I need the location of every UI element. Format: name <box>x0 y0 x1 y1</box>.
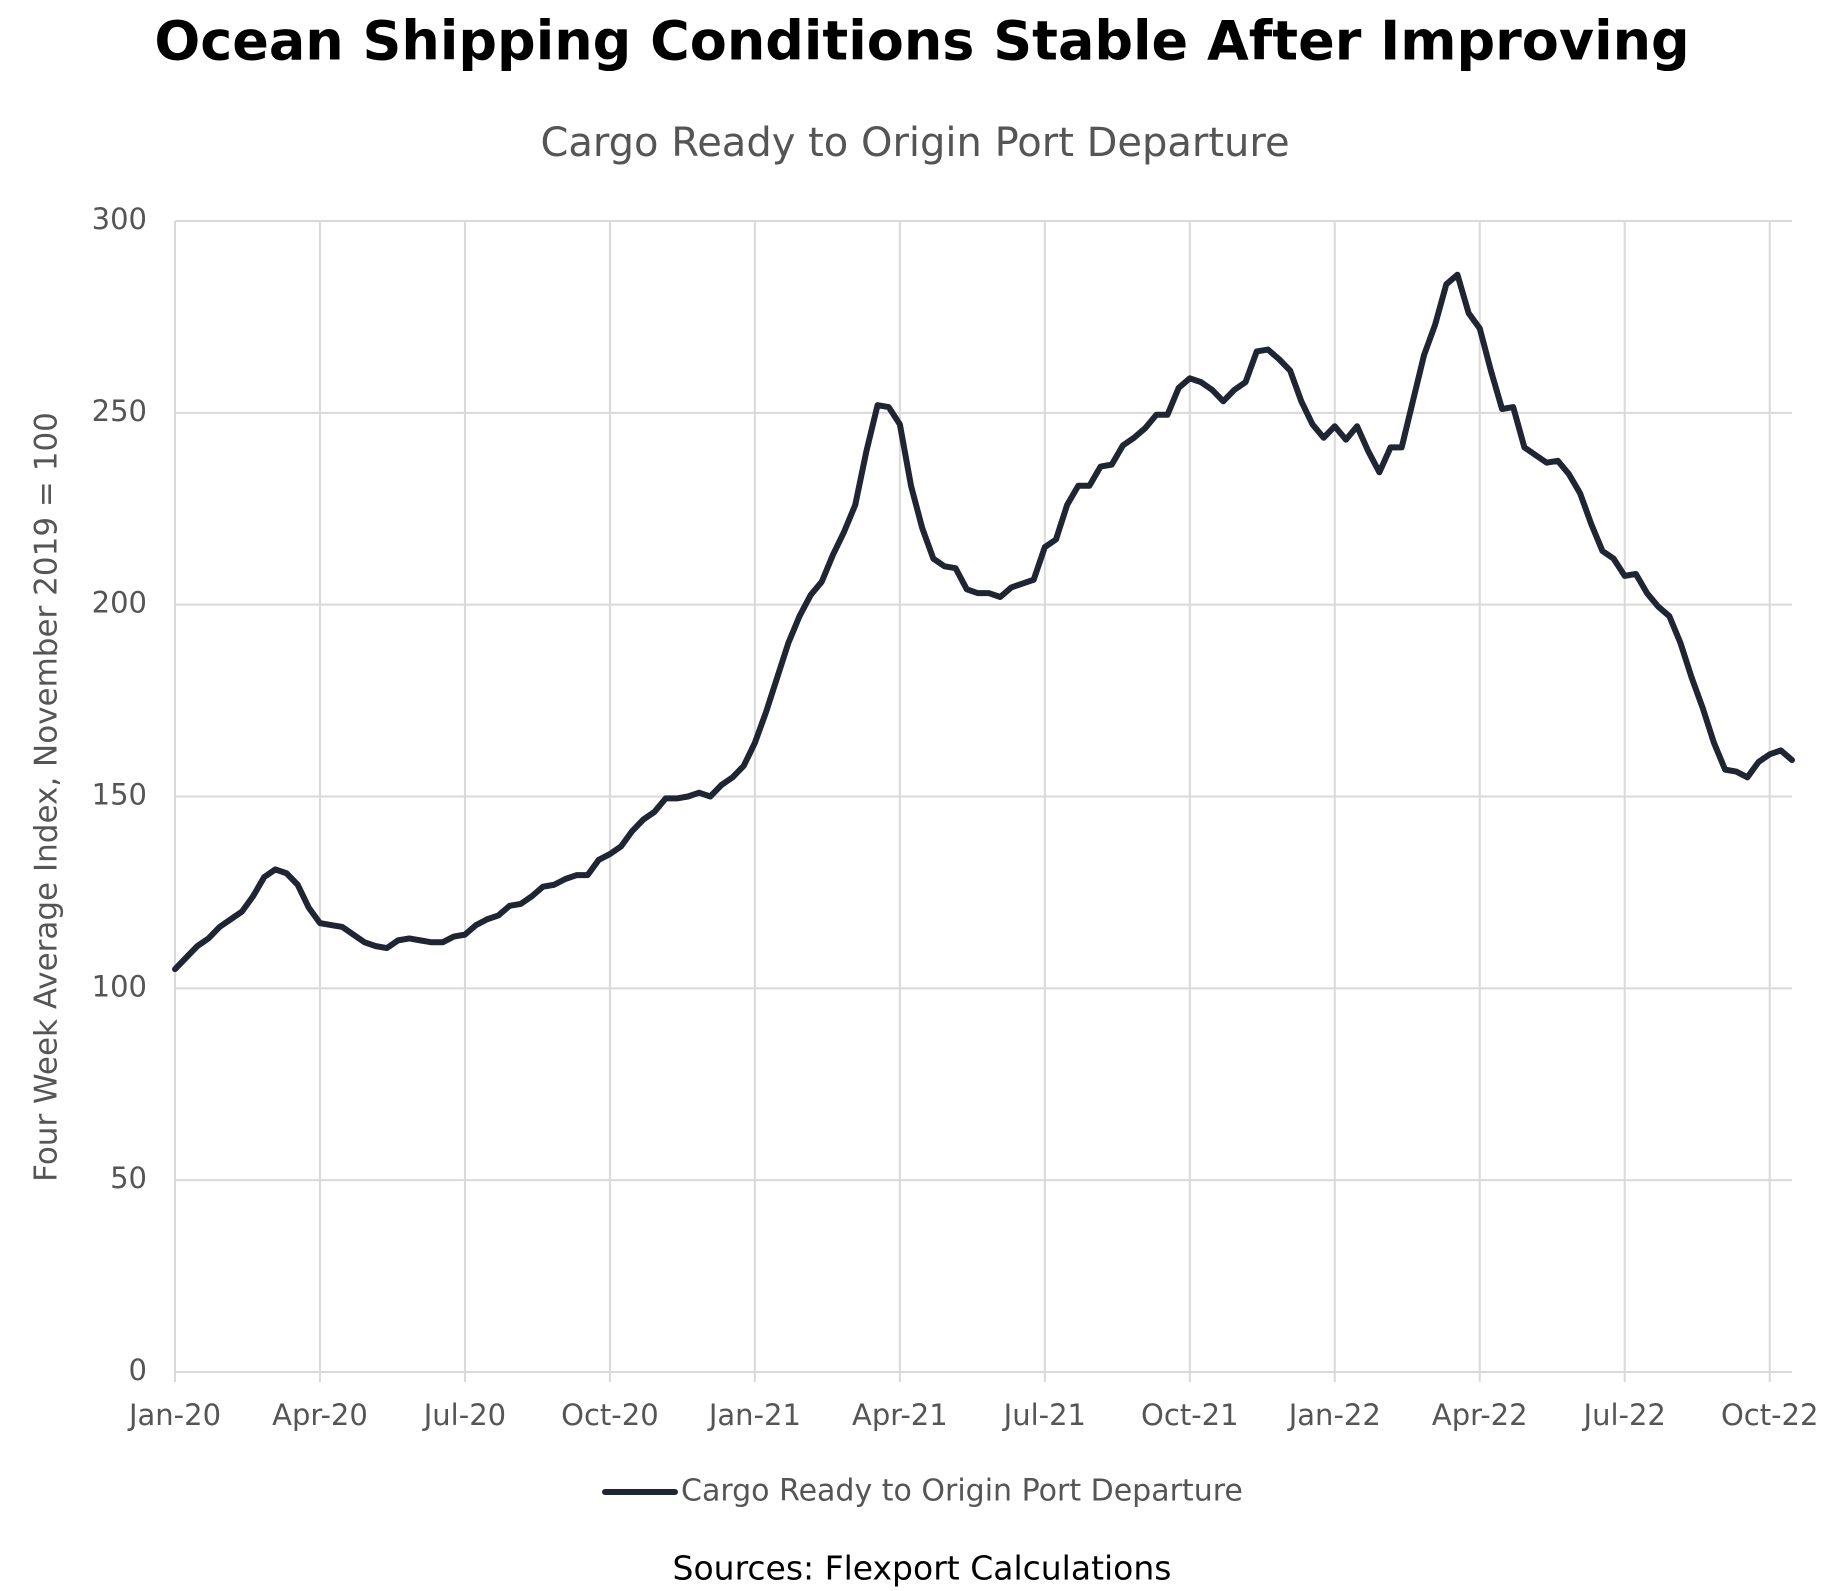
chart-subtitle: Cargo Ready to Origin Port Departure <box>540 120 1289 166</box>
y-tick-label: 100 <box>92 969 147 1003</box>
x-tick-label: Jan-21 <box>707 1398 801 1432</box>
chart-title: Ocean Shipping Conditions Stable After I… <box>154 10 1689 73</box>
x-tick-label: Apr-22 <box>1432 1398 1528 1432</box>
x-tick-label: Jan-20 <box>127 1398 221 1432</box>
y-tick-label: 250 <box>92 394 147 428</box>
y-axis-label: Four Week Average Index, November 2019 =… <box>29 412 65 1182</box>
x-tick-label: Jul-22 <box>1582 1398 1666 1432</box>
y-tick-label: 0 <box>129 1353 147 1387</box>
x-tick-label: Oct-22 <box>1721 1398 1819 1432</box>
x-tick-label: Apr-20 <box>272 1398 368 1432</box>
x-tick-label: Apr-21 <box>852 1398 948 1432</box>
x-tick-label: Oct-20 <box>561 1398 659 1432</box>
x-tick-label: Jul-20 <box>422 1398 506 1432</box>
x-tick-label: Jul-21 <box>1002 1398 1086 1432</box>
y-tick-label: 300 <box>92 202 147 236</box>
y-tick-label: 200 <box>92 586 147 620</box>
source-note: Sources: Flexport Calculations <box>673 1549 1172 1588</box>
data-line <box>172 271 1795 973</box>
legend-label: Cargo Ready to Origin Port Departure <box>681 1474 1243 1509</box>
y-tick-label: 50 <box>110 1161 147 1195</box>
x-tick-label: Oct-21 <box>1141 1398 1239 1432</box>
y-tick-label: 150 <box>92 778 147 812</box>
x-tick-label: Jan-22 <box>1287 1398 1381 1432</box>
